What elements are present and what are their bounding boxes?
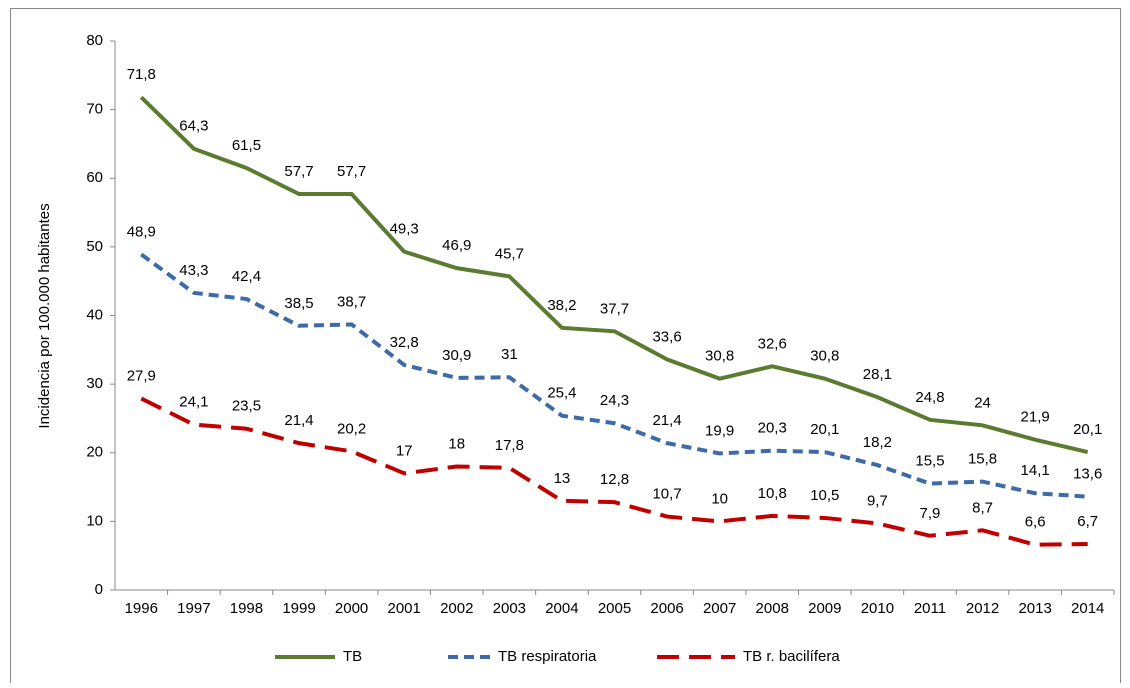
- x-tick-label: 2006: [650, 600, 683, 617]
- data-label: 30,9: [442, 347, 471, 364]
- data-label: 23,5: [232, 398, 261, 415]
- data-label: 15,5: [915, 453, 944, 470]
- data-label: 17: [396, 442, 413, 459]
- data-label: 38,2: [547, 297, 576, 314]
- data-label: 33,6: [652, 328, 681, 345]
- data-label: 32,6: [758, 335, 787, 352]
- data-label: 31: [501, 346, 518, 363]
- x-tick-label: 2014: [1071, 600, 1104, 617]
- x-tick-label: 1997: [177, 600, 210, 617]
- data-label: 10,5: [810, 487, 839, 504]
- data-label: 14,1: [1021, 462, 1050, 479]
- y-tick-label: 70: [86, 101, 103, 118]
- data-label: 13,6: [1073, 466, 1102, 483]
- data-label: 15,8: [968, 451, 997, 468]
- data-label: 10,8: [758, 485, 787, 502]
- y-tick-label: 0: [95, 581, 103, 598]
- data-label: 9,7: [867, 492, 888, 509]
- data-label: 6,6: [1025, 514, 1046, 531]
- data-label: 28,1: [863, 366, 892, 383]
- data-label: 25,4: [547, 385, 576, 402]
- legend-label: TB r. bacilífera: [743, 648, 840, 665]
- data-label: 30,8: [705, 348, 734, 365]
- data-label: 6,7: [1077, 513, 1098, 530]
- data-label: 48,9: [127, 223, 156, 240]
- data-label: 24: [974, 394, 991, 411]
- x-tick-label: 2010: [861, 600, 894, 617]
- data-label: 21,4: [652, 412, 681, 429]
- x-tick-label: 1999: [282, 600, 315, 617]
- x-tick-label: 2002: [440, 600, 473, 617]
- data-label: 57,7: [337, 163, 366, 180]
- legend-label: TB: [343, 648, 362, 665]
- x-tick-label: 2003: [493, 600, 526, 617]
- data-label: 46,9: [442, 237, 471, 254]
- data-label: 45,7: [495, 245, 524, 262]
- data-label: 10: [711, 490, 728, 507]
- data-label: 21,9: [1021, 409, 1050, 426]
- data-label: 19,9: [705, 422, 734, 439]
- y-axis-title: Incidencia por 100.000 habitantes: [36, 203, 53, 428]
- data-label: 10,7: [652, 486, 681, 503]
- data-label: 57,7: [284, 163, 313, 180]
- data-label: 71,8: [127, 66, 156, 83]
- data-label: 20,1: [810, 421, 839, 438]
- data-label: 24,1: [179, 394, 208, 411]
- data-label: 21,4: [284, 412, 313, 429]
- data-label: 49,3: [390, 221, 419, 238]
- data-label: 20,2: [337, 420, 366, 437]
- data-label: 38,7: [337, 293, 366, 310]
- data-label: 13: [554, 470, 571, 487]
- data-label: 32,8: [390, 334, 419, 351]
- data-label: 27,9: [127, 368, 156, 385]
- data-label: 20,1: [1073, 421, 1102, 438]
- x-tick-label: 2013: [1018, 600, 1051, 617]
- x-tick-label: 2009: [808, 600, 841, 617]
- data-label: 38,5: [284, 295, 313, 312]
- y-tick-label: 20: [86, 444, 103, 461]
- chart-border: [10, 8, 1121, 688]
- series-line: [140, 252, 1088, 499]
- y-tick-label: 40: [86, 306, 103, 323]
- data-label: 24,3: [600, 392, 629, 409]
- x-tick-label: 2001: [387, 600, 420, 617]
- data-label: 7,9: [920, 505, 941, 522]
- x-tick-label: 2004: [545, 600, 578, 617]
- x-tick-label: 2011: [914, 600, 946, 617]
- data-label: 30,8: [810, 348, 839, 365]
- x-tick-label: 1998: [230, 600, 263, 617]
- x-tick-label: 2005: [598, 600, 631, 617]
- x-tick-label: 2012: [966, 600, 999, 617]
- data-label: 43,3: [179, 262, 208, 279]
- y-tick-label: 30: [86, 375, 103, 392]
- y-tick-label: 50: [86, 238, 103, 255]
- data-label: 64,3: [179, 118, 208, 135]
- y-tick-label: 80: [86, 32, 103, 49]
- x-tick-label: 2008: [756, 600, 789, 617]
- series-line: [139, 95, 1089, 455]
- data-label: 8,7: [972, 499, 993, 516]
- x-tick-label: 1996: [125, 600, 158, 617]
- data-label: 12,8: [600, 471, 629, 488]
- x-tick-label: 2007: [703, 600, 736, 617]
- data-label: 42,4: [232, 268, 261, 285]
- series-line: [140, 396, 1088, 547]
- data-label: 61,5: [232, 137, 261, 154]
- data-label: 24,8: [915, 389, 944, 406]
- data-label: 18,2: [863, 434, 892, 451]
- y-tick-label: 10: [86, 512, 103, 529]
- data-label: 37,7: [600, 300, 629, 317]
- data-label: 18: [448, 435, 465, 452]
- data-label: 20,3: [758, 420, 787, 437]
- legend-label: TB respiratoria: [498, 648, 597, 665]
- x-tick-label: 2000: [335, 600, 368, 617]
- data-label: 17,8: [495, 437, 524, 454]
- y-tick-label: 60: [86, 169, 103, 186]
